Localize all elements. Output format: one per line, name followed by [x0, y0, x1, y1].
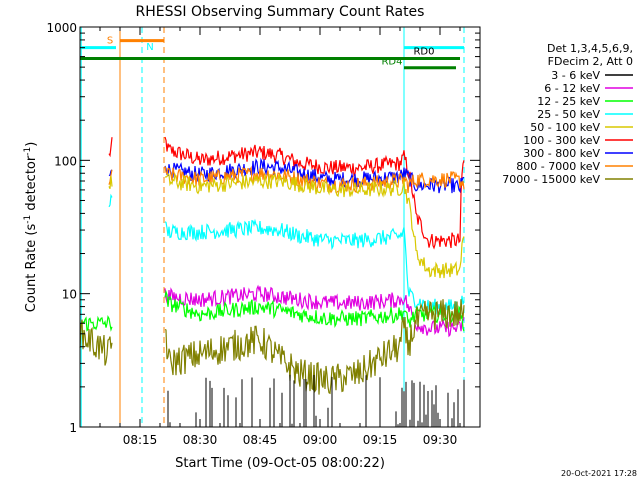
footer-timestamp: 20-Oct-2021 17:28: [561, 469, 637, 478]
legend-entry-label: 800 - 7000 keV: [516, 160, 600, 173]
x-tick-label: 08:15: [123, 433, 158, 447]
legend-entry-label: 100 - 300 keV: [523, 134, 600, 147]
y-tick-label: 100: [54, 154, 77, 168]
legend-entry-label: 7000 - 15000 keV: [502, 173, 600, 186]
legend-entry-label: 12 - 25 keV: [537, 95, 600, 108]
series-trace: [79, 289, 465, 332]
legend: Det 1,3,4,5,6,9, FDecim 2, Att 0 3 - 6 k…: [502, 42, 633, 186]
saa-flag-label: S: [107, 36, 113, 47]
series-trace: [108, 193, 465, 315]
rd0-flag-label: RD0: [413, 47, 434, 58]
chart-title: RHESSI Observing Summary Count Rates: [136, 4, 425, 20]
legend-entry-label: 300 - 800 keV: [523, 147, 600, 160]
x-tick-label: 09:30: [423, 433, 458, 447]
x-tick-label: 08:45: [243, 433, 278, 447]
y-axis-label: Count Rate (s-1 detector-1): [23, 142, 39, 313]
x-axis-label: Start Time (09-Oct-05 08:00:22): [175, 456, 385, 471]
observing-flags: S N RD0 RD4: [80, 27, 465, 427]
series-trace: [108, 136, 465, 250]
legend-entry-label: 3 - 6 keV: [551, 69, 600, 82]
legend-entry-label: 6 - 12 keV: [544, 82, 600, 95]
series-trace: [108, 172, 465, 279]
x-tick-label: 09:00: [303, 433, 338, 447]
night-flag-label: N: [146, 42, 153, 53]
y-tick-label: 1000: [46, 21, 77, 35]
legend-entry-label: 25 - 50 keV: [537, 108, 600, 121]
series-lines: [79, 136, 465, 427]
legend-entry-label: 50 - 100 keV: [530, 121, 600, 134]
rd4-flag-label: RD4: [381, 56, 402, 67]
series-trace-3-6kev: [167, 374, 465, 427]
y-tick-label: 10: [62, 288, 77, 302]
y-tick-label: 1: [69, 421, 77, 435]
x-tick-label: 08:30: [183, 433, 218, 447]
legend-header-line-1: Det 1,3,4,5,6,9,: [547, 42, 633, 55]
x-tick-label: 09:15: [363, 433, 398, 447]
legend-header-line-2: FDecim 2, Att 0: [548, 55, 633, 68]
tick-marks: 08:15 08:30 08:45 09:00 09:15 09:30 1 10 100 1000: [46, 21, 481, 447]
